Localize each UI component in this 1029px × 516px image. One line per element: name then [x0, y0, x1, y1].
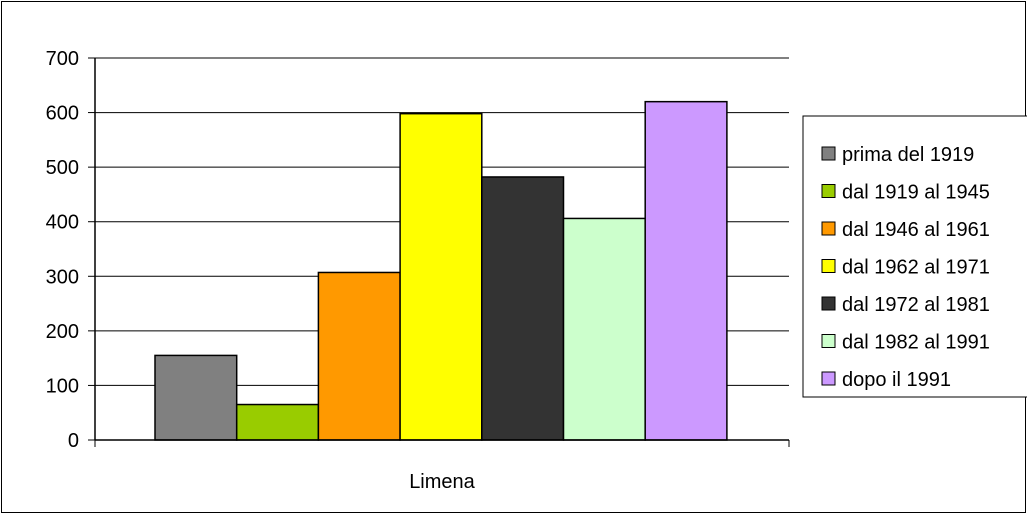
legend-swatch-2	[821, 184, 836, 198]
bars	[154, 100, 728, 441]
y-tick-label: 400	[46, 212, 79, 234]
legend-label-4: dal 1962 al 1971	[842, 257, 990, 279]
legend-label-2: dal 1919 al 1945	[842, 182, 990, 204]
legend-label-5: dal 1972 al 1981	[842, 294, 990, 316]
legend-label-3: dal 1946 al 1961	[842, 219, 990, 241]
y-tick-label: 600	[46, 103, 79, 125]
legend-swatch-7	[821, 371, 836, 386]
y-tick-label: 0	[68, 430, 79, 452]
bar-3	[317, 271, 401, 441]
legend: prima del 1919 dal 1919 al 1945 dal 1946 a…	[802, 115, 1027, 398]
axes: 0 100 200 300 400 500 600 700 Limena	[46, 48, 790, 493]
y-tick-label: 200	[46, 321, 79, 343]
bar-6	[562, 217, 646, 441]
category-label: Limena	[409, 471, 475, 493]
legend-label-7: dopo il 1991	[842, 369, 951, 391]
legend-swatch-6	[821, 334, 836, 348]
legend-label-6: dal 1982 al 1991	[842, 332, 990, 354]
bar-4	[399, 112, 483, 441]
legend-label-1: prima del 1919	[842, 144, 974, 166]
y-tick-label: 100	[46, 375, 79, 397]
legend-box	[802, 115, 1027, 398]
bar-1	[154, 354, 238, 441]
y-tick-label: 500	[46, 157, 79, 179]
legend-swatch-1	[821, 146, 836, 161]
bar-5	[481, 176, 565, 441]
legend-swatch-3	[821, 221, 836, 236]
y-tick-label: 700	[46, 48, 79, 70]
bar-2	[235, 403, 320, 441]
y-tick-label: 300	[46, 266, 79, 288]
bar-7	[644, 100, 728, 441]
legend-swatch-5	[821, 296, 836, 311]
legend-swatch-4	[821, 259, 836, 273]
